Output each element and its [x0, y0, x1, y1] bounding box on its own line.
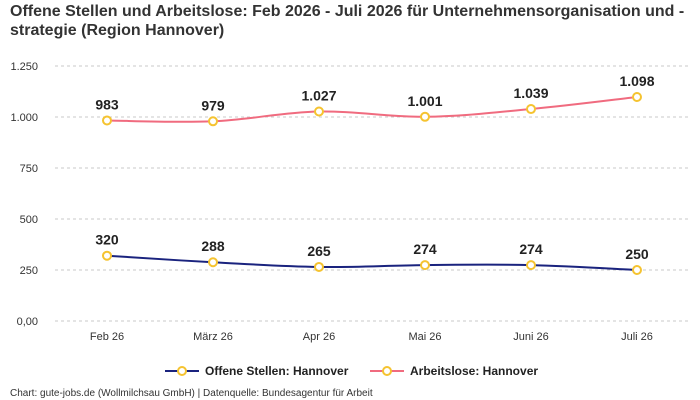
x-tick-label: Apr 26: [303, 331, 335, 343]
series-line-0: [106, 254, 638, 271]
legend: Offene Stellen: Hannover Arbeitslose: Han…: [165, 364, 538, 378]
chart-source-footer: Chart: gute-jobs.de (Wollmilchsau GmbH) …: [10, 388, 373, 399]
data-label: 274: [413, 241, 437, 257]
data-point: [632, 265, 642, 275]
legend-label: Offene Stellen: Hannover: [205, 364, 349, 378]
y-tick-labels: 0,00 250 500 750 1.000 1.250: [10, 61, 38, 328]
data-label: 1.001: [407, 93, 442, 109]
x-tick-label: Mai 26: [408, 331, 441, 343]
x-tick-label: Juli 26: [621, 331, 653, 343]
data-label: 265: [307, 243, 331, 259]
x-tick-label: Feb 26: [90, 331, 124, 343]
data-label: 274: [519, 241, 543, 257]
series-lines: [106, 96, 638, 271]
x-tick-labels: Feb 26 März 26 Apr 26 Mai 26 Juni 26 Juli 26: [90, 331, 653, 343]
data-point: [314, 106, 324, 117]
y-tick-label: 250: [20, 265, 38, 277]
legend-marker: [177, 366, 187, 376]
data-point: [102, 250, 112, 261]
data-point: [208, 257, 218, 268]
data-label: 979: [201, 97, 225, 113]
data-label: 288: [201, 238, 225, 254]
y-tick-label: 0,00: [17, 316, 38, 328]
x-tick-label: März 26: [193, 331, 233, 343]
data-point: [420, 260, 430, 271]
data-labels: 320 288 265 274 274 250 983 979 1.027 1.001 1.039 1…: [95, 73, 654, 262]
data-point: [102, 115, 112, 126]
x-tick-label: Juni 26: [513, 331, 548, 343]
legend-marker: [382, 366, 392, 376]
data-label: 1.039: [513, 85, 548, 101]
series-markers: [102, 92, 642, 275]
data-point: [526, 260, 536, 271]
y-tick-label: 1.000: [10, 112, 38, 124]
data-point: [526, 104, 536, 115]
y-tick-label: 500: [20, 214, 38, 226]
data-label: 1.098: [619, 73, 654, 89]
series-line-1: [106, 96, 638, 123]
data-label: 250: [625, 246, 649, 262]
y-tick-label: 1.250: [10, 61, 38, 73]
data-label: 1.027: [301, 87, 336, 103]
data-label: 983: [95, 96, 119, 112]
data-point: [632, 92, 642, 103]
data-point: [208, 116, 218, 127]
chart-title: Offene Stellen und Arbeitslose: Feb 2026…: [10, 3, 685, 39]
data-point: [314, 261, 324, 272]
data-label: 320: [95, 232, 119, 248]
grid-lines: [55, 65, 688, 322]
y-tick-label: 750: [20, 163, 38, 175]
legend-label: Arbeitslose: Hannover: [410, 364, 538, 378]
data-point: [420, 111, 430, 122]
